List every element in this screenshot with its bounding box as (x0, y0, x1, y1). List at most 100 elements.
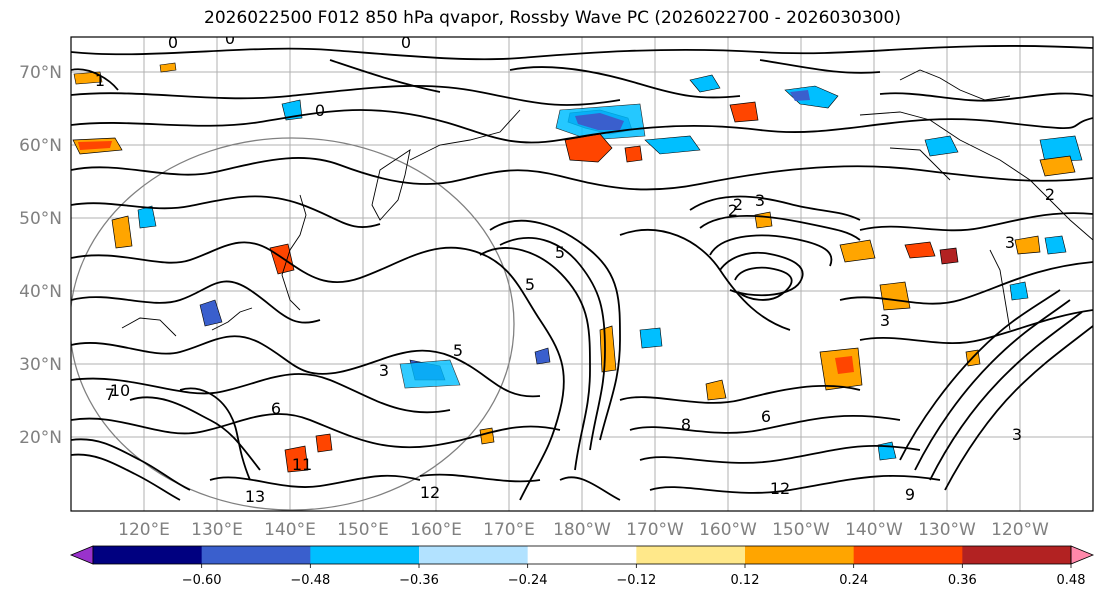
anomaly-patch (315, 433, 333, 453)
contour-label: 5 (555, 243, 565, 262)
contour-label: 5 (453, 341, 463, 360)
anomaly-patch (904, 241, 936, 259)
contour-label: 3 (1005, 233, 1015, 252)
latitude-labels: 70°N 60°N 50°N 40°N 30°N 20°N (19, 63, 62, 448)
anomaly-patch (729, 101, 759, 123)
anomaly-patch (73, 71, 103, 85)
colorbar-tick-label: 0.48 (1057, 573, 1086, 588)
anomaly-patch (534, 347, 551, 365)
contour-label: 0 (168, 33, 178, 52)
longitude-label: 130°W (918, 520, 976, 540)
latitude-label: 40°N (19, 282, 62, 302)
longitude-labels: 120°E 130°E 140°E 150°E 160°E 170°E 180°W 170°W… (118, 520, 1049, 540)
colorbar-frame (92, 545, 1072, 565)
contour-label: 3 (880, 311, 890, 330)
colorbar-tick-label: −0.60 (182, 573, 222, 588)
contour-label: 12 (420, 483, 440, 502)
map-title: 2026022500 F012 850 hPa qvapor, Rossby W… (204, 8, 901, 28)
latitude-label: 60°N (19, 136, 62, 156)
colorbar-tick-label: 0.24 (839, 573, 868, 588)
anomaly-patch (159, 62, 177, 73)
anomaly-patch (639, 327, 663, 349)
contour-label: 13 (245, 487, 265, 506)
contour-label: 0 (225, 29, 235, 48)
anomaly-shading (72, 62, 1083, 473)
contour-label: 0 (315, 101, 325, 120)
colorbar-segment (853, 546, 963, 564)
anomaly-patch (705, 379, 727, 401)
anomaly-patch (575, 113, 624, 130)
colorbar-segment (962, 546, 1072, 564)
colorbar-segment (636, 546, 746, 564)
latitude-label: 70°N (19, 63, 62, 83)
anomaly-patch (78, 141, 112, 150)
plot-frame (70, 36, 1094, 512)
anomaly-patch (839, 239, 876, 263)
colorbar-tick-label: −0.24 (508, 573, 548, 588)
contour-label: 2 (728, 201, 738, 220)
contour-label: 3 (1012, 425, 1022, 444)
longitude-label: 150°E (337, 520, 389, 540)
anomaly-patch (879, 281, 911, 311)
colorbar-segment (310, 546, 420, 564)
colorbar-tick-label: −0.48 (290, 573, 330, 588)
contour-label: 6 (761, 407, 771, 426)
colorbar-tick-label: 0.12 (731, 573, 760, 588)
contour-label: 5 (525, 275, 535, 294)
colorbar-segment (93, 546, 203, 564)
colorbar-tick-label: 0.36 (948, 573, 977, 588)
contour-label: 10 (110, 381, 130, 400)
anomaly-patch (1009, 281, 1029, 301)
contour-label: 1 (95, 71, 105, 90)
anomaly-patch (939, 247, 959, 265)
anomaly-patch (754, 211, 773, 229)
anomaly-patch (284, 445, 309, 473)
qvapor-contours (71, 45, 1093, 501)
anomaly-patch (111, 215, 133, 249)
colorbar-tick-label: −0.12 (616, 573, 656, 588)
anomaly-patch (479, 427, 495, 445)
colorbar-segment (527, 546, 637, 564)
anomaly-patch (281, 99, 303, 121)
colorbar-segment (419, 546, 529, 564)
anomaly-patch (835, 356, 854, 374)
latitude-label: 30°N (19, 355, 62, 375)
anomaly-patch (1044, 235, 1067, 255)
anomaly-patch (624, 145, 643, 163)
longitude-label: 180°W (553, 520, 611, 540)
contour-label: 12 (770, 479, 790, 498)
contour-label: 11 (292, 455, 312, 474)
colorbar-tick-label: −0.36 (399, 573, 439, 588)
contour-label: 7 (105, 385, 115, 404)
longitude-label: 170°E (483, 520, 535, 540)
colorbar-extend-high (1070, 545, 1095, 565)
longitude-label: 170°W (626, 520, 684, 540)
contour-label: 9 (905, 485, 915, 504)
longitude-label: 160°E (410, 520, 462, 540)
anomaly-patch (924, 135, 959, 157)
colorbar-segment (745, 546, 855, 564)
longitude-label: 120°W (991, 520, 1049, 540)
latitude-label: 20°N (19, 428, 62, 448)
rossby-wave-region-circle (71, 137, 515, 511)
anomaly-patch (269, 243, 295, 275)
anomaly-patch (1039, 155, 1076, 177)
colorbar-segment (201, 546, 311, 564)
longitude-label: 120°E (118, 520, 170, 540)
contour-label: 3 (379, 361, 389, 380)
contour-label: 2 (1045, 185, 1055, 204)
colorbar-extend-low (69, 545, 94, 565)
latitude-label: 50°N (19, 209, 62, 229)
contour-label: 3 (755, 191, 765, 210)
anomaly-patch (790, 90, 810, 101)
anomaly-patch (644, 135, 701, 155)
contour-label: 0 (401, 33, 411, 52)
longitude-label: 140°E (264, 520, 316, 540)
anomaly-patch (689, 74, 721, 93)
anomaly-patch (399, 359, 461, 389)
longitude-label: 150°W (772, 520, 830, 540)
colorbar (69, 545, 1095, 565)
contour-label: 2 (733, 195, 743, 214)
